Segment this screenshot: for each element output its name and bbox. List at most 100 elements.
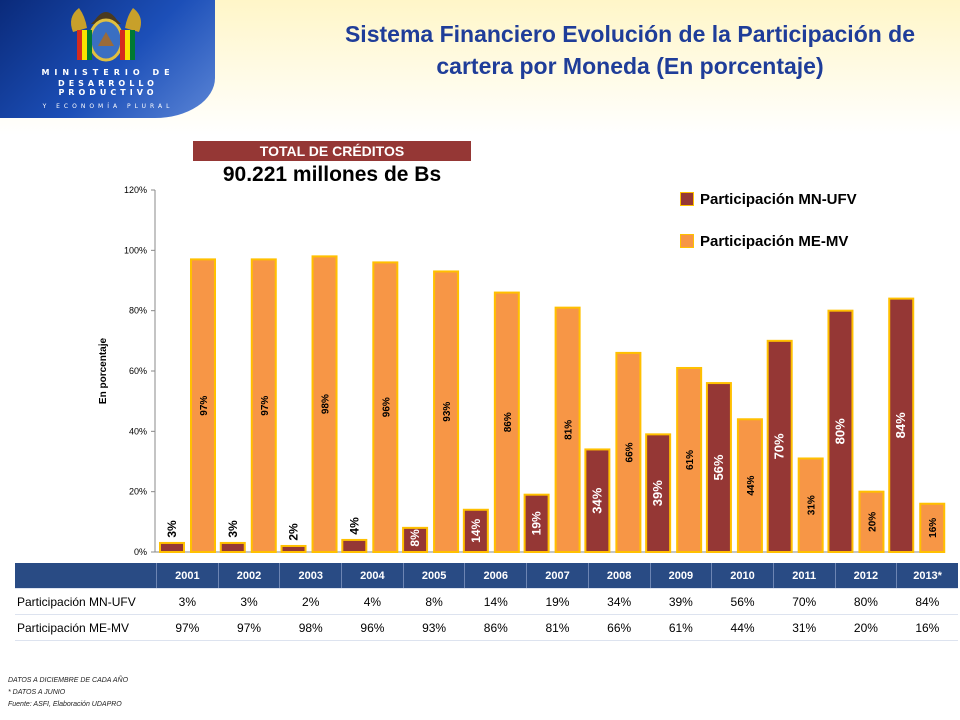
bar-me [554,306,581,553]
legend-item-mn: Participación MN-UFV [680,188,857,210]
table-cell: 81% [526,614,589,641]
page-title: Sistema Financiero Evolución de la Parti… [344,21,916,79]
table-cell: 8% [403,588,465,615]
footnote-2: * DATOS A JUNIO [8,689,66,696]
y-tick-label: 80% [129,306,147,316]
bar-me [190,258,216,553]
table-header-row: 2001 2002 2003 2004 2005 2006 2007 2008 2009 2010… [15,563,958,589]
data-label-mn: 3% [165,520,179,538]
coat-of-arms-icon [71,8,141,62]
table-row-label: Participación MN-UFV [15,588,157,615]
y-tick-label: 100% [124,245,147,255]
table-cell: 20% [835,614,897,641]
data-label-me: 81% [564,420,575,440]
bar-mn [402,526,429,554]
total-credits-banner: TOTAL DE CRÉDITOS [193,141,471,161]
bar-me [858,490,885,553]
data-label-mn: 56% [711,454,726,480]
bar-mn [341,538,368,553]
table-cell: 19% [526,588,589,615]
header: MINISTERIO DE DESARROLLO PRODUCTIVO Y EC… [0,0,960,135]
bar-me [615,351,642,553]
table-header-cell: 2012 [834,563,897,589]
data-label-me: 20% [867,512,878,532]
bar-me [433,270,460,553]
table-cell: 97% [156,614,219,641]
bar-me [919,502,946,554]
data-label-mn: 34% [589,487,604,513]
table-cell: 34% [588,588,650,615]
table-cell: 44% [711,614,774,641]
bar-mn [888,297,915,553]
data-label-me: 31% [807,495,818,515]
data-label-mn: 8% [408,529,422,547]
total-credits-value: 90.221 millones de Bs [222,163,442,186]
table-header-cell: 2001 [156,563,219,589]
table-row: Participación MN-UFV 3% 3% 2% 4% 8% 14% 19% 34% 3… [15,588,958,615]
table-cell: 66% [588,614,650,641]
bar-me [676,366,703,553]
bar-me [372,261,399,554]
table-header-cell: 2006 [464,563,527,589]
table-body: Participación MN-UFV 3% 3% 2% 4% 8% 14% 19% 34% 3… [15,588,958,641]
y-tick-label: 120% [124,185,147,195]
bar-mn [280,544,307,554]
table-corner [15,563,157,589]
chart-legend: Participación MN-UFV Participación ME-MV [680,188,857,272]
table-header-cell: 2002 [217,563,280,589]
bar-me [736,418,763,553]
table-cell: 84% [896,588,958,615]
data-table: 2001 2002 2003 2004 2005 2006 2007 2008 2009 2010… [15,563,958,641]
data-label-me: 93% [442,402,453,422]
table-cell: 93% [403,614,465,641]
table-cell: 16% [896,614,958,641]
y-tick-label: 0% [134,547,147,557]
data-label-mn: 4% [347,517,361,535]
bar-me [797,457,824,554]
data-label-mn: 84% [893,412,908,438]
table-header-cell: 2009 [649,563,712,589]
table-header-cell: 2010 [711,563,774,589]
table-cell: 2% [279,588,342,615]
data-label-me: 44% [746,476,757,496]
ministry-line-1: MINISTERIO DE [41,68,175,77]
table-header-cell: 2005 [402,563,465,589]
footnotes: DATOS A DICIEMBRE DE CADA AÑO * DATOS A … [8,675,128,711]
bar-me [311,255,338,553]
y-tick-label: 20% [129,487,147,497]
footnote-3: Fuente: ASFI, Elaboración UDAPRO [8,701,122,708]
ministry-line-3: Y ECONOMÍA PLURAL [42,103,174,110]
bar-mn [584,448,611,553]
data-label-mn: 3% [226,520,240,538]
table-cell: 80% [835,588,897,615]
bar-mn [523,493,550,553]
table-cell: 4% [341,588,404,615]
table-cell: 39% [650,588,712,615]
table-cell: 3% [218,588,280,615]
table-cell: 86% [464,614,527,641]
data-label-me: 97% [260,396,271,416]
data-label-me: 16% [928,518,939,538]
table-header-cell: 2011 [772,563,836,589]
data-label-mn: 19% [530,511,544,535]
table-header-cell: 2007 [526,563,589,589]
data-label-me: 98% [321,394,332,414]
bar-me [493,291,520,553]
ministry-name: MINISTERIO DE DESARROLLO PRODUCTIVO Y EC… [8,68,208,110]
table-header-cell: 2004 [341,563,404,589]
data-label-me: 97% [199,396,210,416]
bar-mn [219,541,246,554]
bar-mn [462,508,489,553]
table-cell: 96% [341,614,404,641]
table-header-cell: 2008 [587,563,650,589]
data-label-me: 66% [624,442,635,462]
table-cell: 70% [773,588,836,615]
bar-mn [766,339,793,553]
table-cell: 98% [279,614,342,641]
ministry-line-2: DESARROLLO PRODUCTIVO [58,79,158,97]
table-cell: 3% [156,588,219,615]
legend-item-me: Participación ME-MV [680,230,857,252]
legend-swatch-mn [680,192,694,206]
legend-label-mn: Participación MN-UFV [700,190,857,208]
table-cell: 97% [218,614,280,641]
